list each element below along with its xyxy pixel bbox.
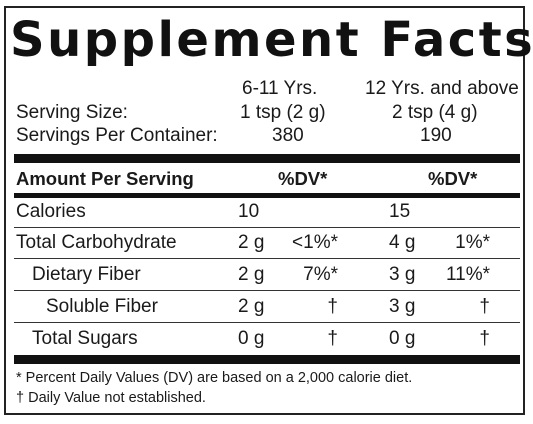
amount-6-11: 2 g <box>238 264 265 285</box>
nutrient-name: Total Sugars <box>32 328 138 349</box>
amount-12-above: 0 g <box>389 328 416 349</box>
nutrient-name: Soluble Fiber <box>46 296 158 317</box>
column-header-12-above: 12 Yrs. and above <box>365 78 519 99</box>
row-divider <box>14 322 520 323</box>
dv-12-above: 11%* <box>445 264 490 285</box>
serving-size-6-11: 1 tsp (2 g) <box>240 102 326 123</box>
row-divider <box>14 258 520 259</box>
dv-6-11: <1%* <box>292 232 338 253</box>
amount-12-above: 3 g <box>389 296 416 317</box>
row-divider <box>14 227 520 228</box>
dv-header-12-above: %DV* <box>428 168 478 189</box>
amount-12-above: 3 g <box>389 264 416 285</box>
servings-per-container-6-11: 380 <box>272 125 304 146</box>
amount-6-11: 2 g <box>238 232 265 253</box>
dagger-footnote: † Daily Value not established. <box>16 390 206 406</box>
amount-12-above: 15 <box>389 201 411 222</box>
dv-12-above: 1%* <box>455 232 490 253</box>
dv-footnote: * Percent Daily Values (DV) are based on… <box>16 370 413 386</box>
dv-6-11: † <box>327 296 338 317</box>
dv-6-11: † <box>327 328 338 349</box>
amount-6-11: 10 <box>238 201 260 222</box>
amount-12-above: 4 g <box>389 232 416 253</box>
nutrient-name: Calories <box>16 201 86 222</box>
servings-per-container-12-above: 190 <box>420 125 452 146</box>
column-header-6-11: 6-11 Yrs. <box>242 78 318 99</box>
nutrient-name: Total Carbohydrate <box>16 232 177 253</box>
thick-divider-top <box>14 154 520 163</box>
mid-divider <box>14 193 520 198</box>
dv-12-above: † <box>479 296 490 317</box>
nutrient-name: Dietary Fiber <box>32 264 141 285</box>
servings-per-container-label: Servings Per Container: <box>16 125 218 146</box>
amount-6-11: 0 g <box>238 328 265 349</box>
amount-per-serving-label: Amount Per Serving <box>16 168 194 189</box>
thick-divider-bottom <box>14 355 520 364</box>
panel-title: Supplement Facts <box>10 12 533 68</box>
dv-header-6-11: %DV* <box>278 168 328 189</box>
supplement-facts-panel <box>4 6 525 415</box>
row-divider <box>14 290 520 291</box>
serving-size-label: Serving Size: <box>16 102 128 123</box>
amount-6-11: 2 g <box>238 296 265 317</box>
dv-6-11: 7%* <box>303 264 338 285</box>
dv-12-above: † <box>479 328 490 349</box>
serving-size-12-above: 2 tsp (4 g) <box>392 102 478 123</box>
